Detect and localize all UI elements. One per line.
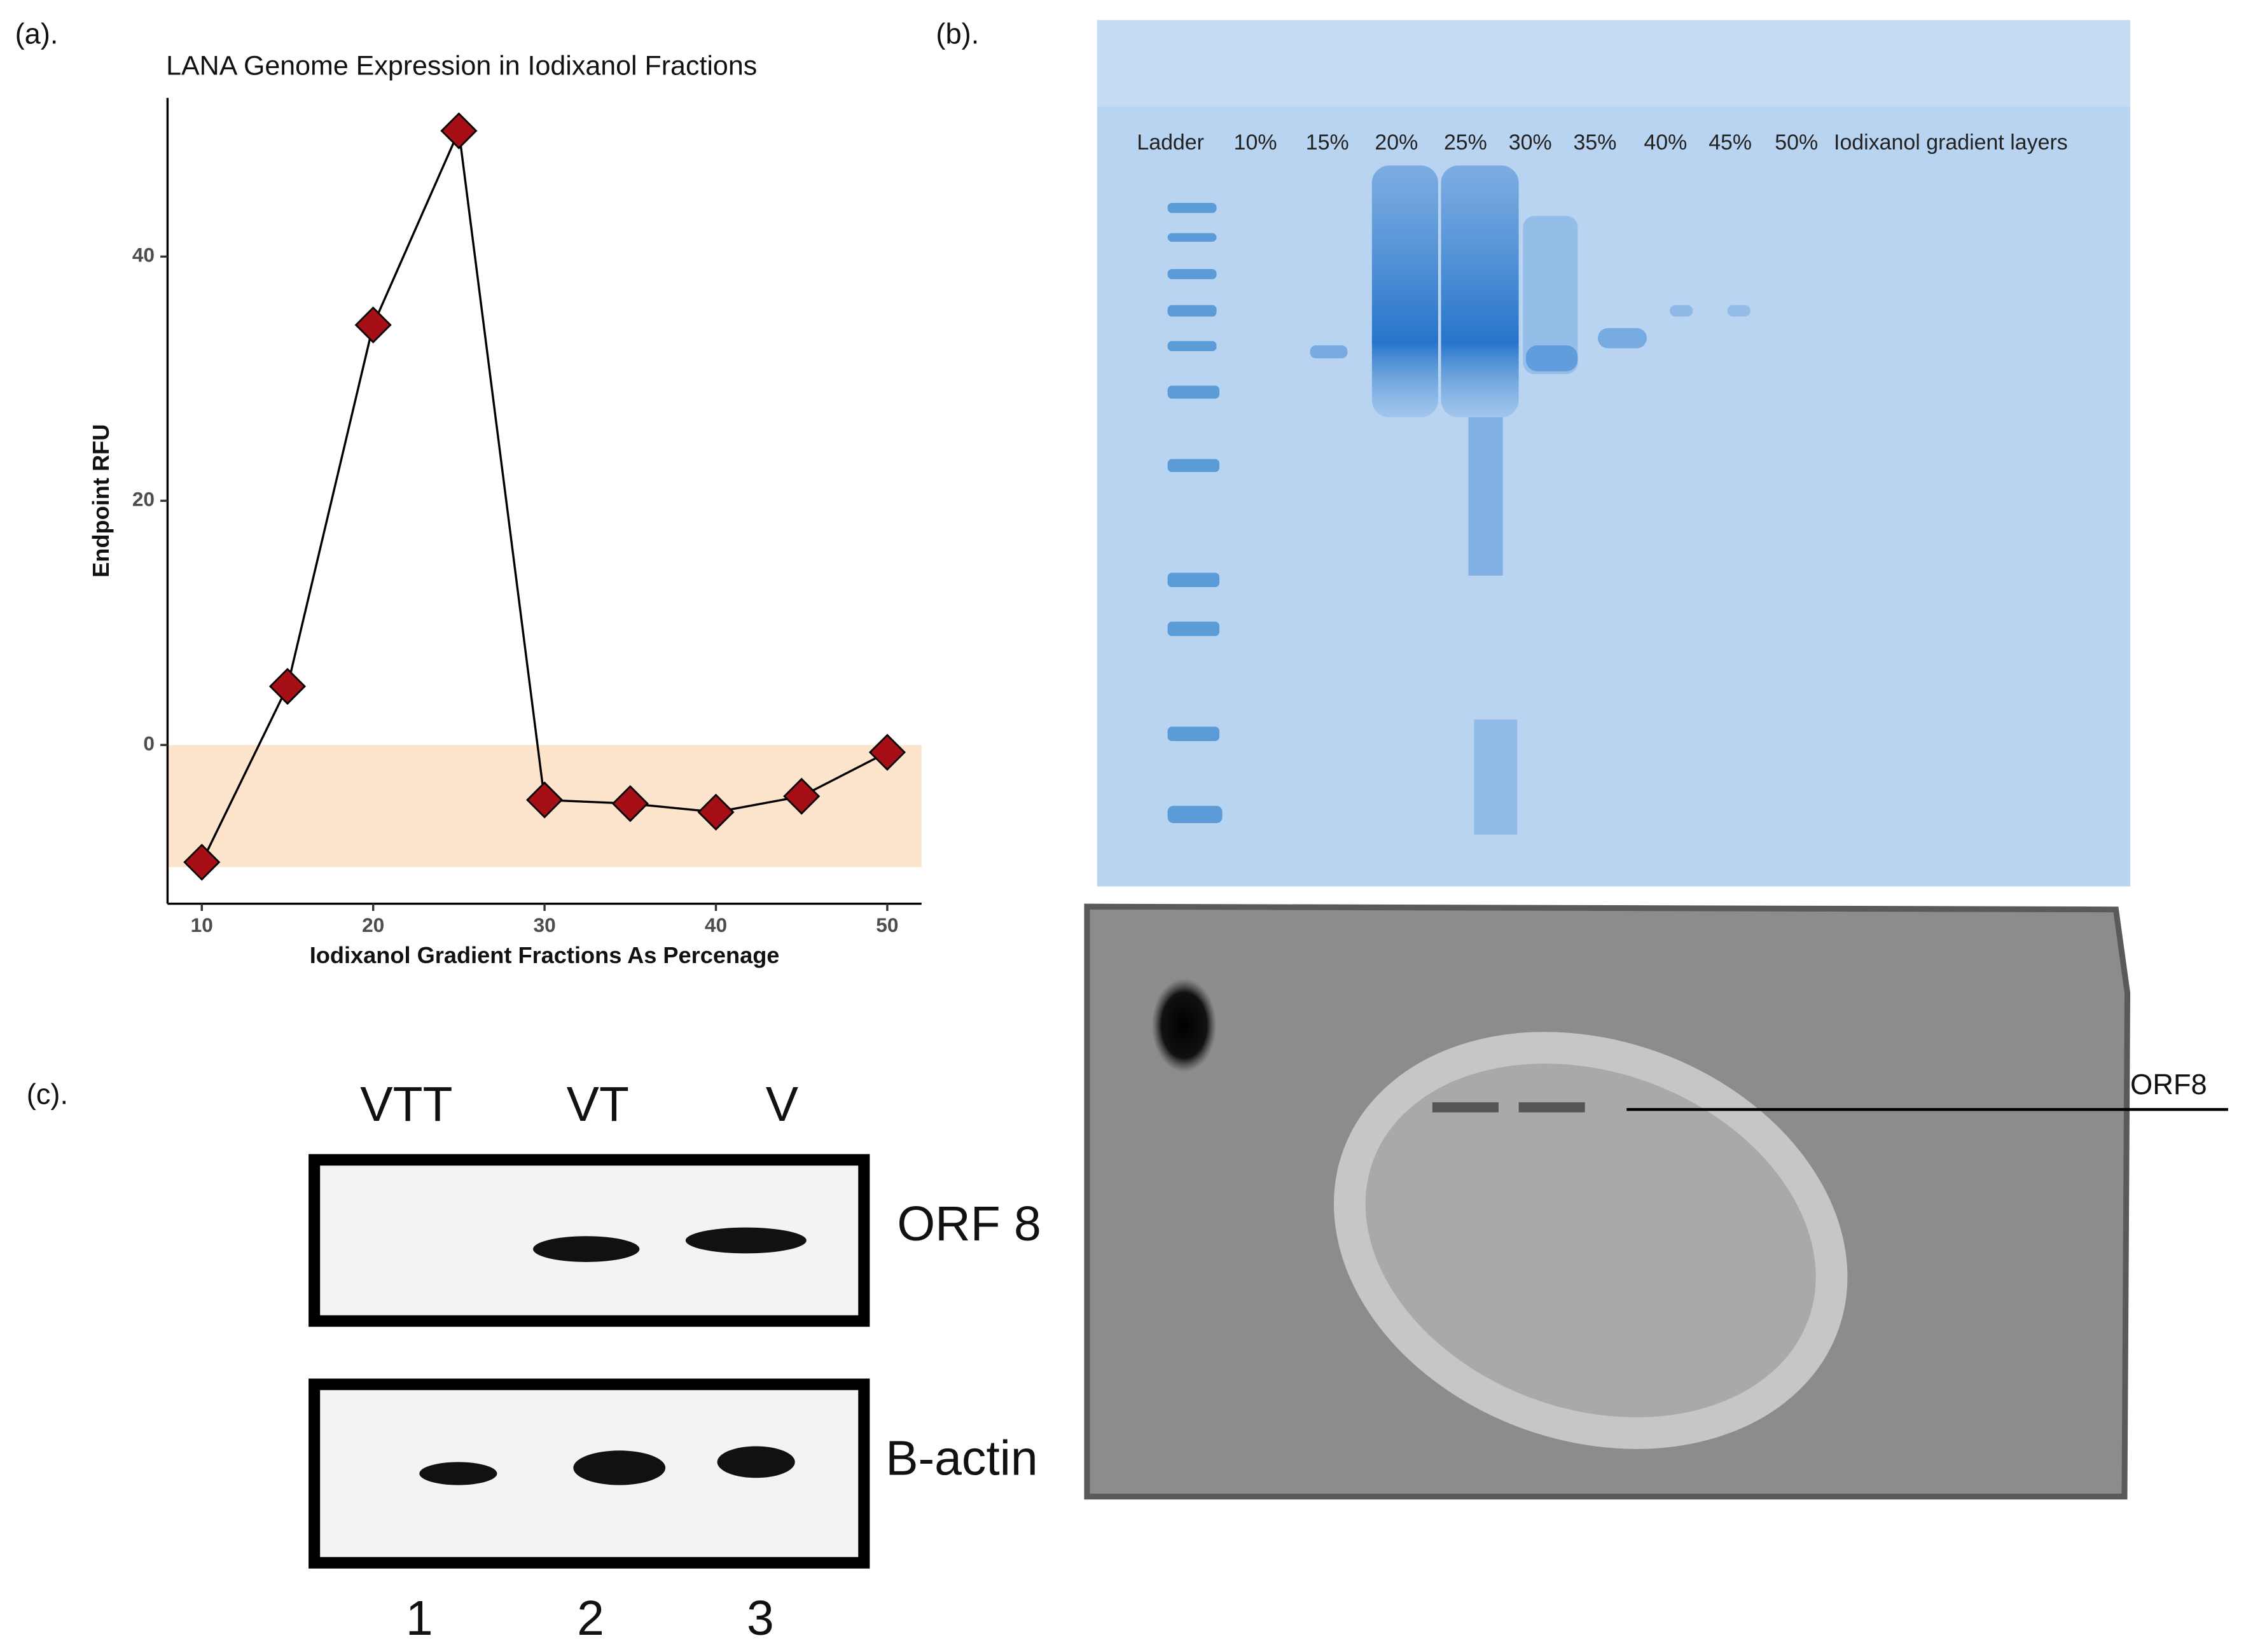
- lane-label: 45%: [1709, 130, 1752, 155]
- panel-label: (a).: [15, 18, 59, 50]
- data-point: [268, 667, 307, 705]
- x-axis-title: Iodixanol Gradient Fractions As Percenag…: [310, 942, 780, 968]
- x-tick-label: 20: [362, 913, 384, 936]
- lane-label: 20%: [1375, 130, 1418, 155]
- x-tick-label: 40: [705, 913, 727, 936]
- data-point: [697, 793, 735, 831]
- y-axis-title: Endpoint RFU: [88, 424, 114, 578]
- y-tick-label: 40: [132, 244, 155, 267]
- x-tick-label: 10: [191, 913, 213, 936]
- lane-label: 25%: [1444, 130, 1487, 155]
- panel-label: (c).: [27, 1078, 68, 1111]
- lane-label: 35%: [1574, 130, 1617, 155]
- row-label: B-actin: [885, 1431, 1037, 1486]
- lane-number: 2: [577, 1591, 604, 1646]
- gel-lane-labels: Ladder 10% 15% 20% 25% 30% 35% 40% 45% 5…: [1137, 130, 2067, 155]
- blot-image: [1084, 903, 2228, 1500]
- data-point: [526, 781, 564, 819]
- x-tick-label: 30: [533, 913, 555, 936]
- lane-number: 1: [406, 1591, 433, 1646]
- lane-label: 40%: [1644, 130, 1687, 155]
- chart-title: LANA Genome Expression in Iodixanol Frac…: [166, 51, 757, 81]
- column-label: VT: [567, 1077, 629, 1132]
- lane-number: 3: [747, 1591, 774, 1646]
- data-point: [868, 733, 906, 771]
- y-tick-label: 20: [132, 488, 155, 511]
- blot-label: ORF8: [2130, 1068, 2207, 1100]
- lane-label: Iodixanol gradient layers: [1834, 130, 2068, 155]
- x-tick-label: 50: [876, 913, 898, 936]
- panel-label: (b).: [936, 18, 979, 50]
- gel-image: [1097, 20, 2131, 887]
- lane-label: 50%: [1775, 130, 1818, 155]
- data-point: [783, 777, 821, 815]
- column-label: V: [766, 1077, 798, 1132]
- lane-label: Ladder: [1137, 130, 1204, 155]
- data-point: [440, 112, 478, 149]
- data-point: [611, 785, 649, 823]
- data-point: [183, 843, 221, 881]
- lane-label: 10%: [1234, 130, 1277, 155]
- y-tick-label: 0: [143, 732, 155, 754]
- western-blots: [308, 1154, 870, 1569]
- lane-label: 30%: [1509, 130, 1552, 155]
- lane-label: 15%: [1306, 130, 1349, 155]
- row-label: ORF 8: [897, 1197, 1041, 1251]
- data-point: [354, 306, 392, 344]
- column-label: VTT: [360, 1077, 452, 1132]
